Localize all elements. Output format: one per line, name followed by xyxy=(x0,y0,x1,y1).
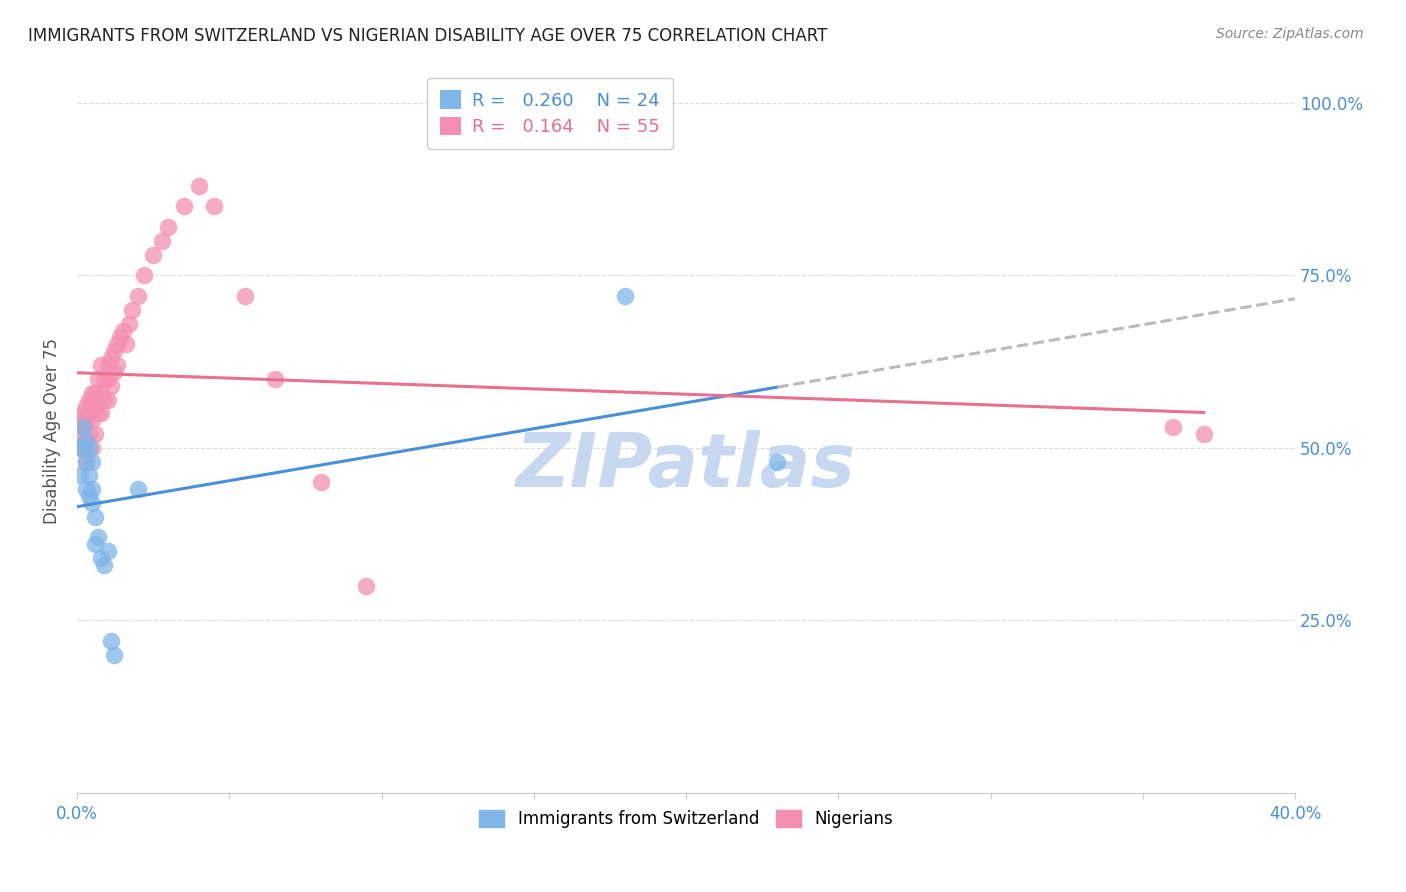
Text: ZIPatlas: ZIPatlas xyxy=(516,430,856,503)
Point xyxy=(82,441,104,455)
Point xyxy=(105,358,128,372)
Point xyxy=(127,289,149,303)
Point xyxy=(157,220,180,235)
Point xyxy=(69,441,91,455)
Point xyxy=(264,372,287,386)
Point xyxy=(82,496,104,510)
Point xyxy=(202,199,225,213)
Point xyxy=(69,413,91,427)
Point xyxy=(103,344,125,359)
Point xyxy=(233,289,256,303)
Point xyxy=(82,413,104,427)
Point xyxy=(118,317,141,331)
Point xyxy=(82,482,104,496)
Point xyxy=(100,351,122,366)
Point xyxy=(132,268,155,283)
Point xyxy=(105,337,128,351)
Point xyxy=(77,441,100,455)
Point xyxy=(1161,420,1184,434)
Text: Source: ZipAtlas.com: Source: ZipAtlas.com xyxy=(1216,27,1364,41)
Point xyxy=(309,475,332,490)
Point xyxy=(77,468,100,483)
Point xyxy=(69,427,91,442)
Point xyxy=(100,378,122,392)
Point xyxy=(75,434,97,448)
Point xyxy=(69,468,91,483)
Point xyxy=(93,392,115,407)
Point xyxy=(90,406,112,420)
Point xyxy=(77,392,100,407)
Point xyxy=(103,648,125,662)
Point xyxy=(87,372,110,386)
Point xyxy=(1192,427,1215,442)
Point xyxy=(75,434,97,448)
Text: IMMIGRANTS FROM SWITZERLAND VS NIGERIAN DISABILITY AGE OVER 75 CORRELATION CHART: IMMIGRANTS FROM SWITZERLAND VS NIGERIAN … xyxy=(28,27,828,45)
Point xyxy=(187,178,209,193)
Point xyxy=(96,544,118,558)
Point xyxy=(87,406,110,420)
Point xyxy=(77,406,100,420)
Point xyxy=(103,365,125,379)
Point xyxy=(121,302,143,317)
Point xyxy=(72,420,94,434)
Point xyxy=(87,531,110,545)
Point xyxy=(82,455,104,469)
Point xyxy=(114,337,136,351)
Point xyxy=(93,558,115,572)
Point xyxy=(72,420,94,434)
Point xyxy=(84,427,107,442)
Point xyxy=(75,413,97,427)
Point xyxy=(93,372,115,386)
Point xyxy=(96,358,118,372)
Point xyxy=(96,372,118,386)
Point xyxy=(84,400,107,414)
Point xyxy=(100,634,122,648)
Point xyxy=(75,455,97,469)
Point xyxy=(84,385,107,400)
Point xyxy=(75,400,97,414)
Point xyxy=(614,289,637,303)
Legend: Immigrants from Switzerland, Nigerians: Immigrants from Switzerland, Nigerians xyxy=(472,804,900,835)
Point xyxy=(75,455,97,469)
Point xyxy=(90,385,112,400)
Point xyxy=(72,441,94,455)
Point xyxy=(90,358,112,372)
Point xyxy=(356,579,378,593)
Point xyxy=(150,234,173,248)
Point xyxy=(72,441,94,455)
Point xyxy=(69,441,91,455)
Point xyxy=(127,482,149,496)
Point xyxy=(90,551,112,566)
Point xyxy=(142,248,165,262)
Point xyxy=(108,330,131,344)
Point xyxy=(84,537,107,551)
Point xyxy=(77,489,100,503)
Y-axis label: Disability Age Over 75: Disability Age Over 75 xyxy=(44,337,60,524)
Point xyxy=(96,392,118,407)
Point xyxy=(77,427,100,442)
Point xyxy=(72,406,94,420)
Point xyxy=(766,455,789,469)
Point xyxy=(82,385,104,400)
Point xyxy=(82,400,104,414)
Point xyxy=(84,509,107,524)
Point xyxy=(75,482,97,496)
Point xyxy=(111,324,134,338)
Point xyxy=(173,199,195,213)
